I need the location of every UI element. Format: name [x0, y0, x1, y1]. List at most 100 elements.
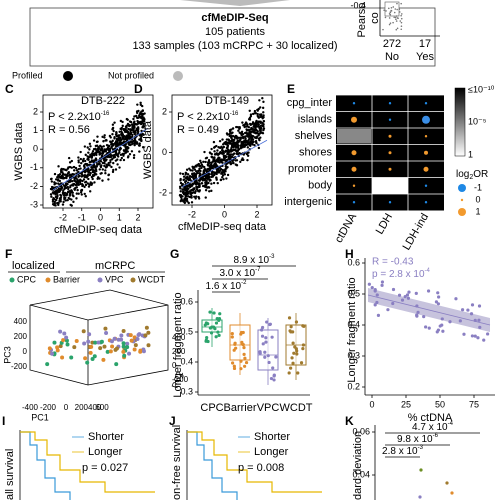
- point: [237, 148, 241, 151]
- point: [301, 347, 305, 351]
- point: [221, 174, 225, 177]
- label: Pearso: [356, 3, 368, 38]
- legend-entry: Profiled: [12, 70, 43, 80]
- column-label: ctDNA: [333, 211, 360, 245]
- tick-label: 2: [135, 212, 140, 222]
- label: on-free survival: [171, 425, 183, 500]
- point: [242, 346, 246, 350]
- point: [111, 139, 114, 143]
- point: [289, 330, 293, 334]
- point: [89, 190, 92, 193]
- point: [71, 183, 74, 187]
- p-value: p = 2.8 x 10-4: [372, 268, 431, 280]
- point: [64, 335, 69, 340]
- base: 2.8 x 10: [382, 446, 418, 457]
- point: [88, 142, 92, 146]
- profiled-dot: [63, 71, 73, 81]
- point: [403, 295, 407, 299]
- point: [98, 162, 101, 165]
- point: [232, 348, 236, 352]
- point: [462, 332, 466, 336]
- point: [199, 178, 202, 181]
- point: [51, 200, 55, 203]
- dot: [394, 8, 397, 10]
- column-label: LDH-ind: [401, 211, 432, 252]
- point: [230, 335, 234, 339]
- point: [260, 113, 263, 116]
- point: [228, 130, 232, 133]
- point: [237, 140, 240, 144]
- tick-label: 200: [172, 347, 186, 356]
- label: DTB-149: [205, 95, 249, 107]
- tick-label: 200400: [75, 403, 102, 412]
- curve: [20, 431, 71, 500]
- point: [114, 346, 119, 351]
- point: [261, 97, 264, 100]
- base: 3.0 x 10: [220, 268, 256, 279]
- point: [139, 111, 142, 115]
- point: [185, 190, 189, 194]
- point: [68, 190, 71, 193]
- point: [127, 143, 131, 146]
- tick-label: -400: [22, 403, 39, 412]
- point: [219, 168, 222, 172]
- point: [82, 341, 87, 346]
- label: DTB-222: [81, 95, 125, 107]
- point: [111, 154, 115, 157]
- point: [195, 185, 198, 189]
- dot: [351, 116, 357, 123]
- point: [473, 318, 477, 322]
- point: [192, 187, 195, 190]
- point: [230, 361, 235, 365]
- label: p = 0.027: [82, 462, 128, 474]
- point: [212, 160, 215, 163]
- point: [243, 364, 247, 368]
- point: [219, 178, 223, 182]
- point: [191, 165, 194, 168]
- point: [217, 318, 221, 322]
- point: [256, 112, 259, 116]
- point: [137, 332, 142, 337]
- point: [90, 165, 93, 169]
- label: Longer fragment ratio: [346, 277, 358, 382]
- point: [242, 136, 245, 139]
- point: [292, 351, 296, 355]
- line: [181, 139, 268, 188]
- dot: [352, 201, 356, 204]
- point: [82, 164, 86, 168]
- point: [391, 287, 396, 292]
- point: [131, 133, 134, 137]
- point: [193, 168, 197, 171]
- point: [130, 150, 134, 153]
- point: [90, 340, 95, 345]
- point: [257, 120, 261, 123]
- point: [261, 342, 265, 346]
- point: [199, 161, 203, 164]
- point: [141, 349, 146, 354]
- point: [235, 137, 238, 140]
- curve: [187, 431, 322, 493]
- point: [185, 168, 189, 171]
- point: [50, 351, 55, 356]
- point: [101, 161, 105, 165]
- label: all survival: [4, 449, 16, 500]
- point: [199, 159, 202, 163]
- point: [111, 170, 115, 174]
- point: [482, 338, 486, 342]
- point: [184, 180, 188, 183]
- tick-label: 0: [172, 361, 177, 370]
- point: [221, 168, 225, 172]
- point: [53, 183, 56, 186]
- point: [109, 159, 112, 162]
- dot: [384, 16, 387, 19]
- point: [376, 313, 381, 317]
- point: [240, 340, 244, 344]
- point: [67, 156, 71, 160]
- point: [221, 138, 224, 141]
- size-level: -1: [474, 182, 482, 192]
- exponent: -3: [418, 445, 424, 451]
- point: [118, 141, 122, 144]
- point: [253, 129, 257, 132]
- point: [56, 176, 59, 179]
- point: [191, 191, 194, 195]
